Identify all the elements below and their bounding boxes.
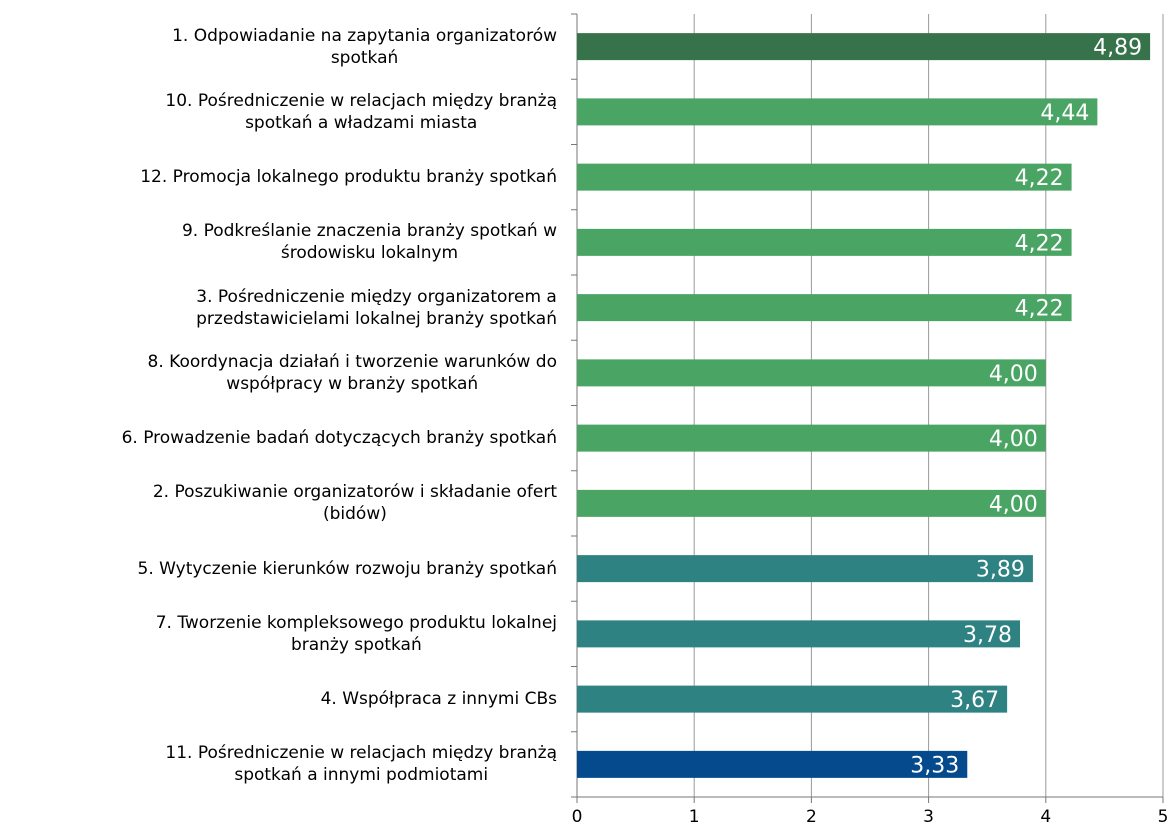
bar <box>577 98 1098 126</box>
category-label: 7. Tworzenie kompleksowego produktu loka… <box>155 612 557 655</box>
category-label: 11. Pośredniczenie w relacjach między br… <box>165 743 557 786</box>
bar <box>577 359 1046 387</box>
bar <box>577 163 1072 191</box>
x-tick-label: 4 <box>1040 807 1051 827</box>
category-label: 3. Pośredniczenie między organizatorem a… <box>196 286 557 329</box>
bar <box>577 489 1046 517</box>
bar <box>577 685 1008 713</box>
category-label: 4. Współpraca z innymi CBs <box>320 689 557 710</box>
x-tick-label: 2 <box>806 807 817 827</box>
x-tick-label: 3 <box>923 807 934 827</box>
value-label: 4,22 <box>1015 231 1064 256</box>
value-label: 4,22 <box>1015 297 1064 322</box>
value-label: 3,33 <box>910 753 959 778</box>
category-label: 6. Prowadzenie badań dotyczących branży … <box>121 428 557 449</box>
x-tick-label: 5 <box>1158 807 1169 827</box>
value-label: 4,00 <box>989 492 1038 517</box>
x-tick-label: 1 <box>689 807 700 827</box>
category-label: 9. Podkreślanie znaczenia branży spotkań… <box>181 221 557 264</box>
value-label: 3,78 <box>963 623 1012 648</box>
value-label: 4,00 <box>989 427 1038 452</box>
category-label: 1. Odpowiadanie na zapytania organizator… <box>172 25 557 68</box>
category-label: 8. Koordynacja działań i tworzenie warun… <box>147 351 557 394</box>
bar <box>577 424 1046 452</box>
bar <box>577 33 1151 61</box>
value-label: 3,67 <box>950 688 999 713</box>
category-label: 12. Promocja lokalnego produktu branży s… <box>140 167 557 188</box>
category-label: 2. Poszukiwanie organizatorów i składani… <box>152 482 557 525</box>
bar <box>577 294 1072 322</box>
value-label: 4,44 <box>1040 101 1089 126</box>
value-label: 4,00 <box>989 362 1038 387</box>
bar <box>577 620 1021 648</box>
x-tick-label: 0 <box>572 807 583 827</box>
category-label: 10. Pośredniczenie w relacjach między br… <box>165 90 557 133</box>
category-label: 5. Wytyczenie kierunków rozwoju branży s… <box>137 558 557 579</box>
value-label: 4,22 <box>1015 166 1064 191</box>
value-label: 4,89 <box>1093 36 1142 61</box>
value-label: 3,89 <box>976 558 1025 583</box>
bar <box>577 555 1033 583</box>
bar <box>577 228 1072 256</box>
bar <box>577 750 968 778</box>
